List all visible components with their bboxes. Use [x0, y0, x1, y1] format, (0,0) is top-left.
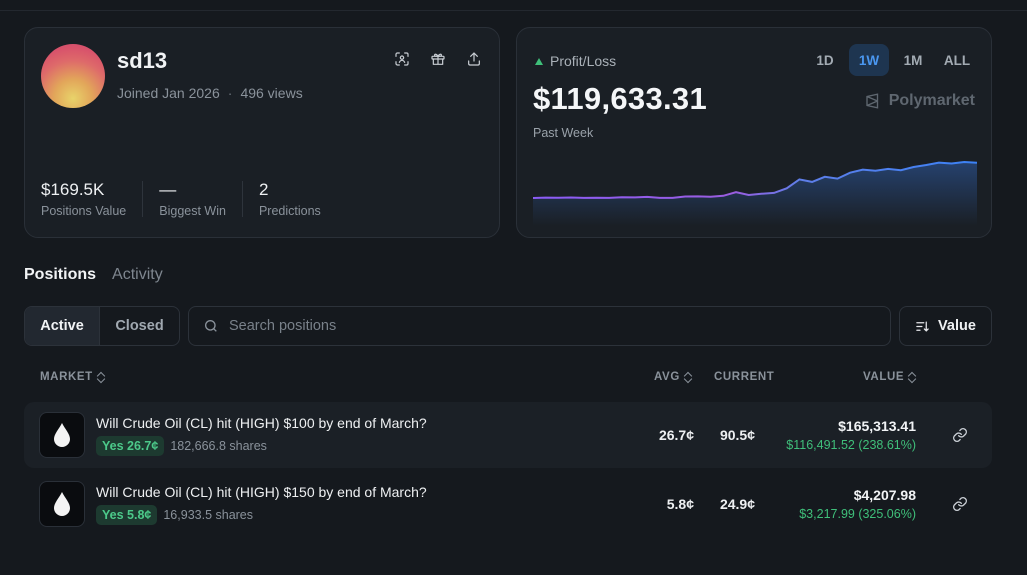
header-value[interactable]: VALUE — [863, 371, 916, 383]
header-current-label: CURRENT — [714, 371, 775, 383]
position-details: Yes 5.8¢ 16,933.5 shares — [96, 505, 253, 525]
chart-area — [533, 162, 977, 226]
share-icon[interactable] — [465, 50, 483, 68]
sort-button[interactable]: Value — [899, 306, 992, 346]
market-title[interactable]: Will Crude Oil (CL) hit (HIGH) $150 by e… — [96, 484, 427, 500]
range-1m[interactable]: 1M — [903, 52, 923, 68]
header-value-label: VALUE — [863, 371, 905, 383]
pnl-value: $119,633.31 — [533, 81, 707, 116]
table-row[interactable]: Will Crude Oil (CL) hit (HIGH) $150 by e… — [24, 471, 992, 537]
value-amount: $165,313.41 — [838, 418, 916, 434]
range-1w[interactable]: 1W — [849, 44, 889, 76]
position-value: $165,313.41 $116,491.52 (238.61%) — [786, 418, 916, 452]
joined-date: Joined Jan 2026 — [117, 85, 220, 101]
value-amount: $4,207.98 — [853, 487, 916, 503]
outcome-badge: Yes 5.8¢ — [96, 505, 158, 525]
gift-icon[interactable] — [429, 50, 447, 68]
range-1d[interactable]: 1D — [816, 52, 834, 68]
pnl-label: Profit/Loss — [535, 53, 616, 69]
avg-price: 26.7¢ — [658, 427, 694, 443]
stat-value: $169.5K — [41, 180, 105, 199]
header-current: CURRENT — [714, 371, 774, 383]
oil-drop-icon — [54, 423, 70, 447]
scan-icon[interactable] — [393, 50, 411, 68]
header-avg[interactable]: AVG — [654, 371, 692, 383]
sort-toggle-icon — [684, 372, 692, 383]
brand-name: Polymarket — [888, 92, 975, 109]
stat-positions-value: $169.5K Positions Value — [41, 180, 144, 218]
value-change: $116,491.52 (238.61%) — [786, 438, 916, 452]
pnl-card: Profit/Loss $119,633.31 Past Week 1D 1W … — [516, 27, 992, 238]
stat-biggest-win: — Biggest Win — [159, 180, 243, 218]
avg-price: 5.8¢ — [666, 496, 694, 512]
share-count: 182,666.8 shares — [170, 439, 267, 453]
market-thumbnail — [39, 481, 85, 527]
market-title[interactable]: Will Crude Oil (CL) hit (HIGH) $100 by e… — [96, 415, 427, 431]
status-filter: Active Closed — [24, 306, 180, 346]
share-count: 16,933.5 shares — [163, 508, 254, 522]
stat-value: — — [159, 180, 177, 199]
positions-tabs: Positions Activity — [24, 266, 163, 284]
up-triangle-icon — [535, 57, 543, 65]
chart-line-series — [533, 160, 977, 199]
sort-toggle-icon — [908, 372, 916, 383]
oil-drop-icon — [54, 492, 70, 516]
sort-toggle-icon — [97, 372, 105, 383]
avatar — [41, 44, 105, 108]
current-price: 90.5¢ — [719, 427, 755, 443]
range-selector: 1D 1W 1M ALL — [805, 44, 977, 76]
value-change: $3,217.99 (325.06%) — [799, 507, 916, 521]
tab-activity[interactable]: Activity — [112, 266, 163, 283]
profile-card: sd13 Joined Jan 2026 · 496 views $169.5K… — [24, 27, 500, 238]
profile-actions — [393, 50, 483, 68]
filter-active-button[interactable]: Active — [25, 307, 100, 345]
header-market[interactable]: MARKET — [40, 371, 105, 383]
pnl-chart — [533, 160, 977, 226]
stat-value: 2 — [258, 180, 269, 199]
view-count: 496 views — [240, 85, 303, 101]
header-market-label: MARKET — [40, 371, 93, 383]
username: sd13 — [117, 48, 168, 73]
position-value: $4,207.98 $3,217.99 (325.06%) — [799, 487, 916, 521]
tab-positions[interactable]: Positions — [24, 266, 97, 283]
search-input[interactable] — [229, 318, 829, 334]
stat-label: Biggest Win — [159, 204, 226, 218]
position-details: Yes 26.7¢ 182,666.8 shares — [96, 436, 267, 456]
market-thumbnail — [39, 412, 85, 458]
meta-separator: · — [227, 85, 233, 101]
filter-closed-button[interactable]: Closed — [115, 318, 164, 334]
search-box — [188, 306, 891, 346]
search-icon — [205, 320, 217, 332]
polymarket-icon — [866, 93, 878, 109]
profile-meta: Joined Jan 2026 · 496 views — [117, 85, 303, 101]
header-avg-label: AVG — [654, 371, 680, 383]
top-divider — [0, 10, 1027, 11]
pnl-period: Past Week — [533, 126, 594, 140]
range-all[interactable]: ALL — [943, 52, 971, 68]
stat-label: Positions Value — [41, 204, 127, 218]
pnl-label-text: Profit/Loss — [550, 53, 617, 69]
link-icon[interactable] — [952, 427, 968, 443]
table-row[interactable]: Will Crude Oil (CL) hit (HIGH) $100 by e… — [24, 402, 992, 468]
stat-label: Predictions — [258, 204, 321, 218]
link-icon[interactable] — [952, 496, 968, 512]
profile-stats: $169.5K Positions Value — Biggest Win 2 … — [41, 180, 353, 219]
sort-label: Value — [938, 318, 976, 334]
stat-predictions: 2 Predictions — [258, 180, 337, 219]
current-price: 24.9¢ — [719, 496, 755, 512]
outcome-badge: Yes 26.7¢ — [96, 436, 165, 456]
brand-logo: Polymarket — [864, 92, 975, 110]
sort-icon — [916, 321, 929, 332]
